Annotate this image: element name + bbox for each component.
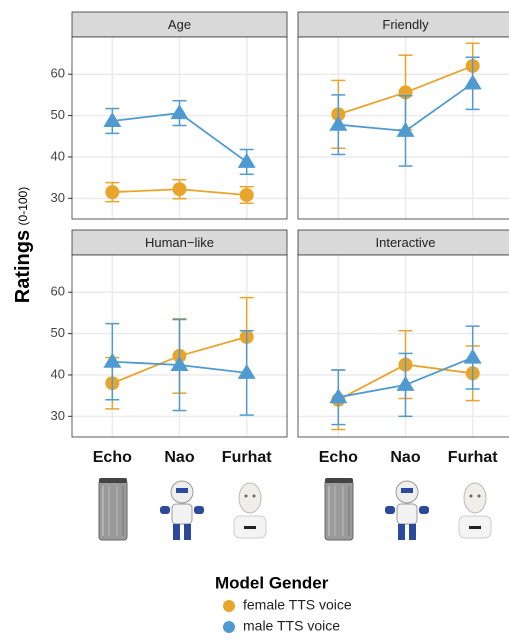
panel-title: Interactive: [376, 235, 436, 250]
y-tick-label: 50: [51, 107, 65, 122]
panel-title: Human−like: [145, 235, 214, 250]
y-tick-label: 30: [51, 190, 65, 205]
y-tick-label: 60: [51, 66, 65, 81]
y-label: Ratings: [12, 230, 34, 303]
y-tick-label: 40: [51, 366, 65, 381]
y-axis-title: Ratings (0-100): [12, 187, 34, 303]
point: [173, 182, 187, 196]
x-tick-label: Furhat: [448, 449, 498, 466]
point: [240, 188, 254, 202]
device-images: [99, 478, 491, 540]
legend-label: female TTS voice: [243, 597, 352, 613]
x-tick-label: Echo: [319, 449, 358, 466]
y-label-unit: (0-100): [16, 187, 30, 226]
legend-marker: [223, 600, 235, 612]
legend-title: Model Gender: [215, 573, 329, 592]
y-tick-label: 50: [51, 325, 65, 340]
y-tick-label: 40: [51, 148, 65, 163]
x-tick-label: Echo: [93, 449, 132, 466]
legend-label: male TTS voice: [243, 618, 340, 634]
x-tick-label: Nao: [164, 449, 194, 466]
panel-title: Age: [168, 17, 191, 32]
x-tick-label: Nao: [390, 449, 420, 466]
point: [105, 185, 119, 199]
legend-marker: [223, 621, 235, 633]
panel-title: Friendly: [382, 17, 429, 32]
y-tick-label: 30: [51, 408, 65, 423]
x-tick-label: Furhat: [222, 449, 272, 466]
y-tick-label: 60: [51, 284, 65, 299]
chart: Ratings (0-100) Model Gender Age 30 40 50 60…: [0, 0, 509, 644]
